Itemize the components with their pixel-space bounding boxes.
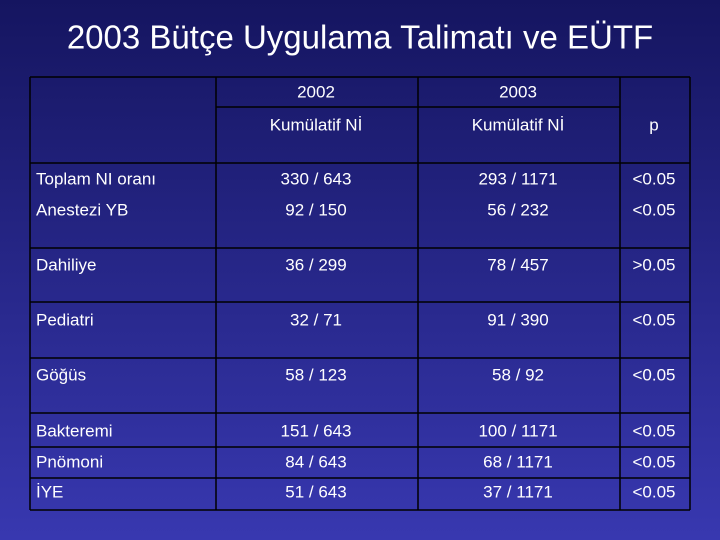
header-cell: 2002 [297, 82, 335, 101]
row-label: Pediatri [36, 310, 94, 329]
row-label: Bakteremi [36, 421, 113, 440]
table-cell: 36 / 299 [285, 255, 346, 274]
header-cell: Kumülatif Nİ [472, 115, 565, 134]
header-cell: 2003 [499, 82, 537, 101]
table-cell: 58 / 92 [492, 365, 544, 384]
table-cell: <0.05 [632, 421, 675, 440]
table-cell: 151 / 643 [281, 421, 352, 440]
header-cell: Kumülatif Nİ [270, 115, 363, 134]
table-cell: 37 / 1171 [483, 482, 553, 501]
row-label: İYE [36, 482, 63, 501]
table-cell: 56 / 232 [487, 200, 548, 219]
table-grid [29, 76, 691, 511]
table-cell: 100 / 1171 [478, 421, 557, 440]
table-cell: 330 / 643 [281, 169, 352, 188]
table-cell: 92 / 150 [285, 200, 346, 219]
table-cell: 51 / 643 [285, 482, 346, 501]
row-label: Dahiliye [36, 255, 96, 274]
table-cell: 293 / 1171 [478, 169, 557, 188]
table-cell: 91 / 390 [487, 310, 548, 329]
table-cell: 78 / 457 [487, 255, 548, 274]
table-cell: <0.05 [632, 452, 675, 471]
table-cell: 32 / 71 [290, 310, 342, 329]
row-label: Anestezi YB [36, 200, 128, 219]
row-label: Toplam NI oranı [36, 169, 156, 188]
table-cell: 58 / 123 [285, 365, 346, 384]
table-cell: <0.05 [632, 310, 675, 329]
row-label: Göğüs [36, 365, 86, 384]
table-cell: 68 / 1171 [483, 452, 553, 471]
table-cell: <0.05 [632, 365, 675, 384]
table-cell: <0.05 [632, 169, 675, 188]
table-cell: 84 / 643 [285, 452, 346, 471]
header-cell: p [649, 115, 658, 134]
table-cell: <0.05 [632, 200, 675, 219]
table-cell: <0.05 [632, 482, 675, 501]
table-cell: >0.05 [632, 255, 675, 274]
row-label: Pnömoni [36, 452, 103, 471]
slide-title: 2003 Bütçe Uygulama Talimatı ve EÜTF [67, 19, 653, 56]
